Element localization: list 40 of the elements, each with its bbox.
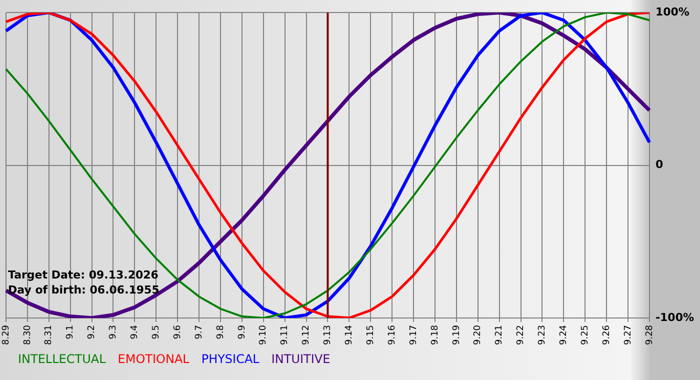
x-tick-label: 9.6: [172, 324, 183, 340]
text: EMOTIONAL: [118, 352, 190, 366]
x-tick-label: 9.22: [516, 324, 526, 346]
x-tick-label: 9.17: [408, 324, 419, 346]
x-tick-label: 9.10: [258, 324, 269, 346]
annotation: Target Date: 09.13.2026: [8, 268, 159, 282]
text: INTUITIVE: [271, 352, 330, 366]
x-tick-label: 9.9: [237, 324, 248, 340]
x-tick-label: 9.14: [344, 324, 355, 346]
x-tick-label: 9.3: [108, 324, 119, 340]
x-tick-label: 9.12: [302, 324, 312, 346]
x-tick-label: 8.30: [22, 324, 33, 346]
x-tick-label: 9.8: [216, 324, 226, 340]
y-tick-label: -100%: [655, 310, 694, 324]
x-tick-label: 9.24: [559, 324, 569, 346]
x-tick-label: 8.31: [44, 324, 54, 346]
x-tick-label: 9.15: [366, 324, 376, 346]
x-tick-label: 9.28: [644, 324, 655, 346]
x-tick-label: 8.29: [1, 324, 12, 346]
x-tick-label: 9.25: [580, 324, 590, 346]
x-tick-label: 9.20: [473, 324, 484, 346]
y-tick-label: 100%: [655, 5, 690, 18]
x-tick-label: 9.23: [538, 324, 548, 346]
x-tick-label: 9.27: [623, 324, 634, 346]
x-tick-label: 9.16: [387, 324, 398, 346]
text: INTELLECTUAL: [18, 352, 106, 366]
x-tick-label: 9.4: [130, 324, 140, 340]
x-tick-label: 9.13: [323, 324, 334, 346]
x-tick-label: 9.18: [430, 324, 440, 346]
y-tick-label: 0: [655, 158, 664, 172]
text: PHYSICAL: [201, 352, 260, 366]
x-tick-label: 9.5: [151, 324, 162, 340]
x-tick-label: 9.2: [87, 324, 98, 340]
x-tick-label: 9.7: [194, 324, 204, 340]
x-tick-label: 9.19: [452, 324, 462, 346]
x-tick-label: 9.1: [66, 324, 76, 340]
x-tick-label: 9.11: [280, 324, 290, 346]
annotation: Day of birth: 06.06.1955: [8, 283, 160, 296]
x-tick-label: 9.21: [494, 324, 505, 346]
x-tick-label: 9.26: [602, 324, 612, 346]
